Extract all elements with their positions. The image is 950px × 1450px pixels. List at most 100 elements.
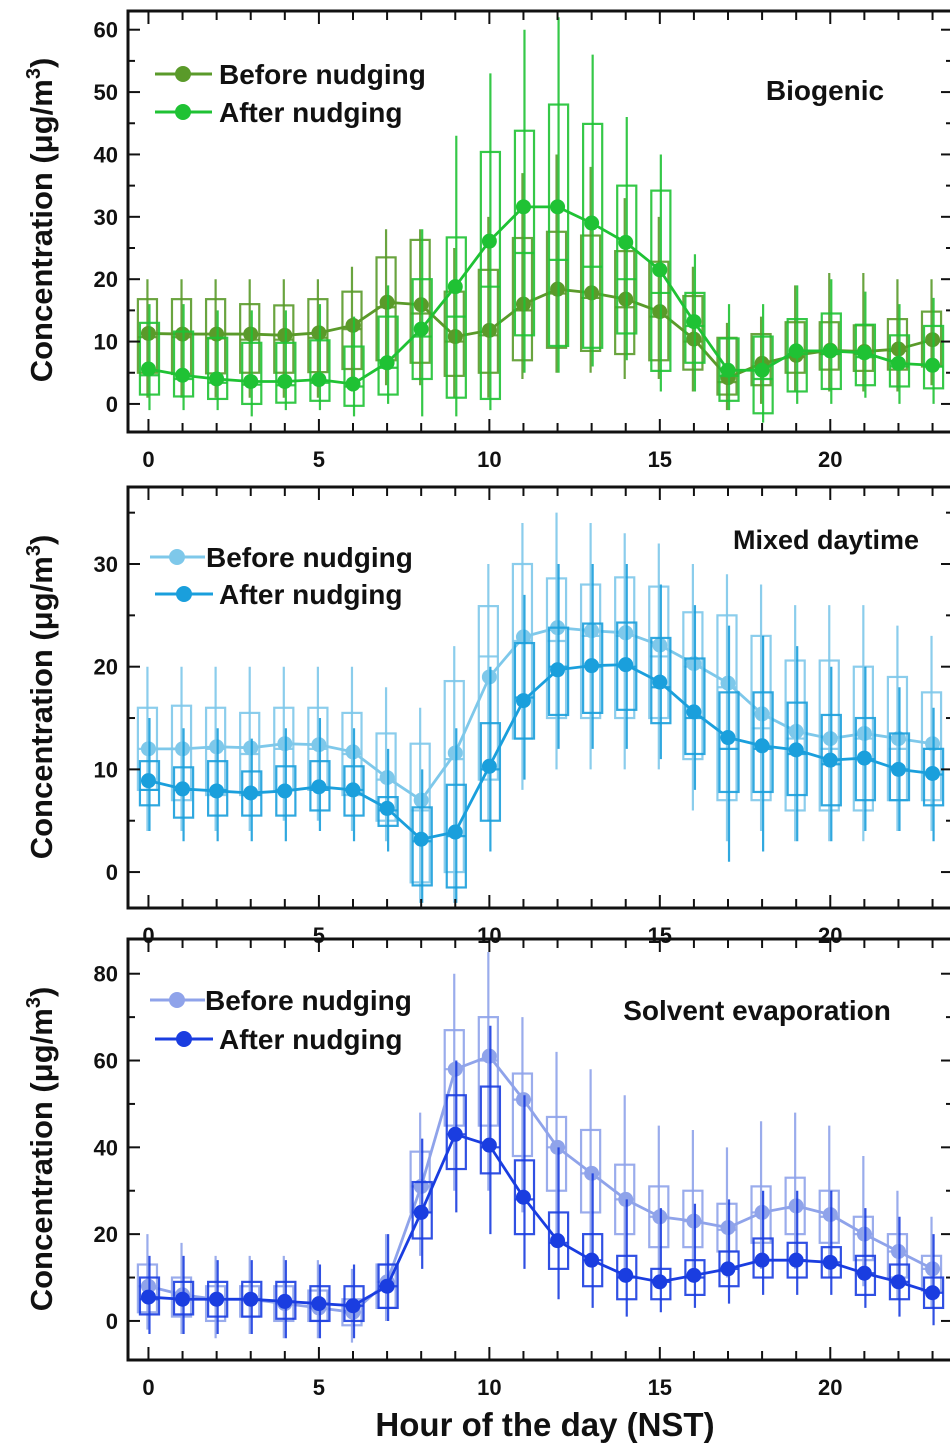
legend-label-before-nudging: Before nudging xyxy=(219,59,426,90)
data-point xyxy=(720,362,736,378)
box xyxy=(479,722,502,822)
axes: 0 5 10 15 20 0 10 20 30 40 50 60 xyxy=(94,11,950,472)
box xyxy=(411,1180,433,1240)
data-point xyxy=(788,742,804,758)
box xyxy=(579,1128,602,1214)
data-point xyxy=(584,658,600,674)
box xyxy=(377,315,399,396)
box xyxy=(479,150,502,401)
data-point xyxy=(311,1296,327,1312)
data-point xyxy=(345,782,361,798)
y-tick-label: 10 xyxy=(94,330,118,355)
legend: Before nudging After nudging xyxy=(155,59,426,128)
series-after-nudging xyxy=(138,564,945,903)
y-axis-label-close: ) xyxy=(24,58,59,68)
y-axis-label: Concentration (μg/m3) xyxy=(23,535,59,860)
legend-marker-after-nudging xyxy=(176,1031,192,1047)
axes: 0 5 10 15 20 0 20 40 60 80 xyxy=(94,939,950,1400)
box xyxy=(172,330,195,398)
x-tick-label: 15 xyxy=(648,1375,672,1400)
panel-frame xyxy=(126,9,950,434)
box xyxy=(207,760,229,817)
data-point xyxy=(720,1261,736,1277)
box xyxy=(207,336,229,401)
x-tick-label: 5 xyxy=(313,1375,325,1400)
box xyxy=(309,339,331,402)
x-tick-label: 20 xyxy=(818,1375,842,1400)
box xyxy=(239,303,261,374)
data-point xyxy=(890,355,906,371)
data-point xyxy=(925,765,941,781)
box xyxy=(477,1016,499,1127)
data-point xyxy=(550,199,566,215)
data-point xyxy=(311,372,327,388)
box xyxy=(582,622,604,715)
box xyxy=(784,321,806,374)
box xyxy=(409,238,431,364)
data-point xyxy=(379,1278,395,1294)
x-axis-label: Hour of the day (NST) xyxy=(375,1406,714,1443)
data-point xyxy=(686,704,702,720)
data-point xyxy=(754,738,770,754)
plot-area xyxy=(136,952,945,1343)
box xyxy=(443,679,465,874)
y-tick-label: 20 xyxy=(94,655,118,680)
box xyxy=(648,585,670,720)
x-tick-label: 10 xyxy=(477,1375,501,1400)
data-point xyxy=(140,773,156,789)
box xyxy=(513,1159,536,1236)
box xyxy=(411,278,433,381)
data-point xyxy=(618,1267,634,1283)
series-after-nudging xyxy=(138,1025,945,1339)
data-point xyxy=(652,1274,668,1290)
data-point xyxy=(447,279,463,295)
box xyxy=(920,691,943,802)
box xyxy=(650,189,672,372)
data-point xyxy=(652,674,668,690)
data-point xyxy=(379,800,395,816)
box xyxy=(275,341,297,404)
data-point xyxy=(890,1274,906,1290)
box xyxy=(682,611,704,761)
box xyxy=(545,577,568,720)
box xyxy=(411,806,433,887)
series-before-nudging xyxy=(136,512,943,903)
box xyxy=(750,1185,772,1244)
series-line xyxy=(148,1132,933,1308)
data-point xyxy=(515,693,531,709)
box xyxy=(716,614,738,802)
data-point xyxy=(890,761,906,777)
y-tick-label: 10 xyxy=(94,757,118,782)
box xyxy=(204,1285,227,1323)
y-axis-label: Concentration (μg/m3) xyxy=(23,987,59,1312)
data-point xyxy=(584,215,600,231)
y-axis-label: Concentration (μg/m3) xyxy=(23,58,59,383)
series-line xyxy=(148,287,933,380)
box xyxy=(752,335,774,415)
box xyxy=(172,766,195,819)
data-point xyxy=(243,785,259,801)
data-point xyxy=(754,1252,770,1268)
y-axis-label-close: ) xyxy=(24,535,59,545)
data-point xyxy=(413,831,429,847)
y-tick-label: 30 xyxy=(94,552,118,577)
x-tick-label: 20 xyxy=(818,447,842,472)
box xyxy=(138,321,161,396)
data-point xyxy=(209,783,225,799)
data-point xyxy=(686,314,702,330)
y-tick-label: 40 xyxy=(94,1135,118,1160)
box xyxy=(511,1072,534,1158)
data-point xyxy=(175,367,191,383)
data-point xyxy=(140,1289,156,1305)
box xyxy=(752,1237,774,1279)
legend-label-after-nudging: After nudging xyxy=(219,1024,403,1055)
series-line xyxy=(148,663,933,841)
legend-marker-before-nudging xyxy=(169,992,185,1008)
data-point xyxy=(481,1137,497,1153)
panel-frame xyxy=(126,937,950,1362)
legend-marker-after-nudging xyxy=(176,586,192,602)
legend-label-after-nudging: After nudging xyxy=(219,579,403,610)
x-tick-label: 10 xyxy=(477,447,501,472)
box xyxy=(477,605,499,781)
